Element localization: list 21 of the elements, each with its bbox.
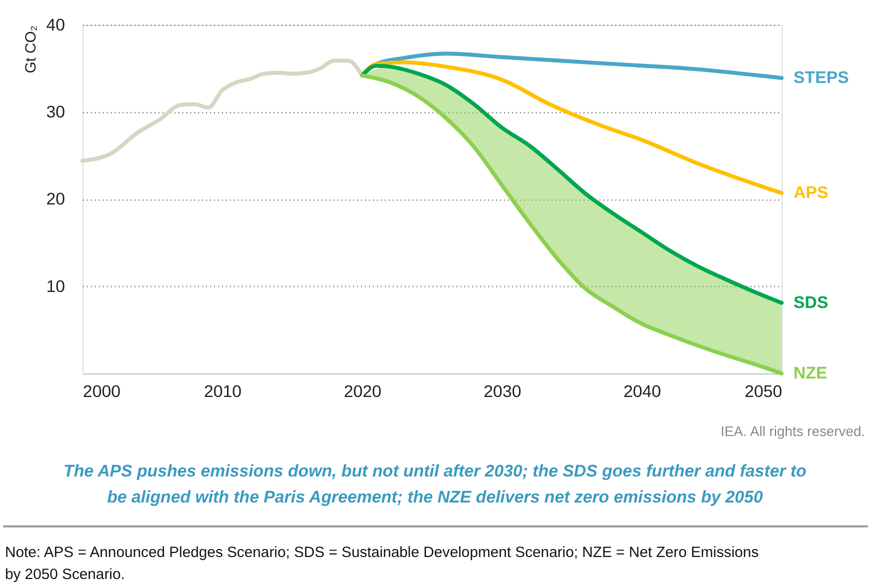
x-tick-label: 2000 (82, 382, 120, 401)
line-series (360, 60, 784, 196)
x-tick-label: 2020 (344, 382, 382, 401)
text: IEA. All rights reserved. (720, 423, 866, 440)
x-tick-label: 2030 (484, 382, 522, 401)
x-tick-label: 2040 (624, 382, 662, 401)
x-tick-label: 2010 (204, 382, 242, 401)
y-tick-label: 10 (46, 276, 66, 296)
y-tick-label: 40 (46, 15, 66, 34)
line-series (360, 64, 784, 305)
series-label: STEPS (794, 68, 849, 87)
y-tick-label: 20 (46, 190, 66, 209)
y-tick-label: 30 (46, 102, 66, 122)
y-axis-title: Gt CO₂ (23, 25, 40, 74)
text: The APS pushes emissions down, but not until after 2030; the SDS goes further and faster to be aligned with the Paris Agreement; the NZE delivers net zero emissions by 2050 (64, 462, 806, 507)
line-series (80, 58, 364, 163)
series-label: SDS (794, 292, 828, 312)
text: Note: APS = Announced Pledges Scenario; SDS = Sustainable Development Scenario; NZE = Net Zero Emissions by 2050 Scenario. (4, 545, 759, 582)
x-tick-label: 2050 (744, 382, 782, 401)
series-label: NZE (794, 363, 828, 382)
series-label: APS (794, 183, 828, 202)
